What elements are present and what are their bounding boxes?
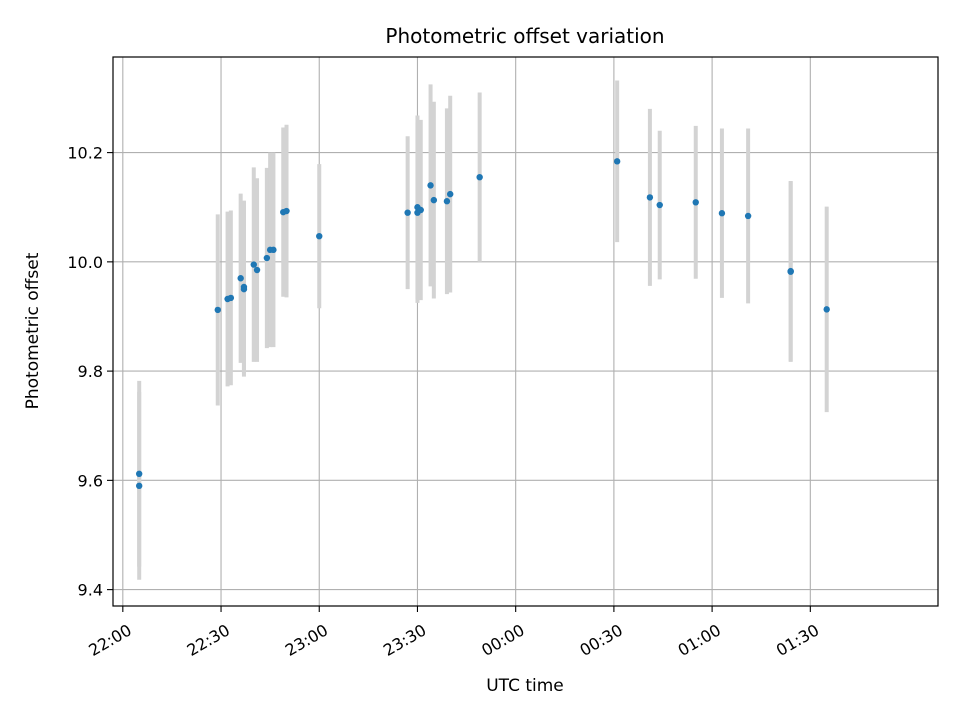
y-axis-ticks: 9.4 9.6 9.8 10.0 10.2 — [67, 144, 113, 600]
y-axis-title: Photometric offset — [23, 252, 43, 409]
plot-area-frame — [112, 56, 939, 607]
data-point — [447, 190, 454, 198]
data-point — [430, 196, 438, 204]
chart-title: Photometric offset variation — [385, 24, 664, 48]
data-point — [135, 470, 143, 478]
data-point — [443, 198, 451, 205]
data-point — [476, 173, 483, 181]
data-point — [744, 212, 752, 220]
data-point — [214, 306, 221, 314]
y-tick-label: 9.8 — [78, 362, 103, 381]
data-point — [283, 207, 290, 215]
data-point — [404, 209, 411, 216]
data-point — [237, 275, 244, 282]
data-point — [135, 482, 143, 490]
y-tick-label: 10.2 — [67, 144, 103, 163]
data-point — [316, 232, 323, 240]
data-point — [656, 201, 663, 209]
data-point — [646, 194, 654, 201]
y-tick-label: 9.4 — [78, 581, 103, 600]
data-point — [227, 294, 235, 302]
data-point — [250, 261, 257, 268]
y-tick-label: 9.6 — [78, 471, 103, 490]
data-point — [263, 254, 271, 262]
data-point — [417, 206, 424, 214]
data-point — [718, 210, 726, 217]
data-point — [253, 266, 261, 274]
x-axis-title: UTC time — [486, 676, 564, 696]
data-point — [270, 246, 277, 254]
data-point — [240, 283, 248, 291]
data-point — [787, 267, 794, 275]
data-point — [692, 199, 699, 206]
data-point — [613, 158, 621, 165]
y-tick-label: 10.0 — [67, 253, 103, 272]
data-points — [135, 158, 830, 490]
grid-lines — [113, 57, 938, 606]
data-point — [427, 182, 434, 189]
data-point — [823, 306, 830, 313]
